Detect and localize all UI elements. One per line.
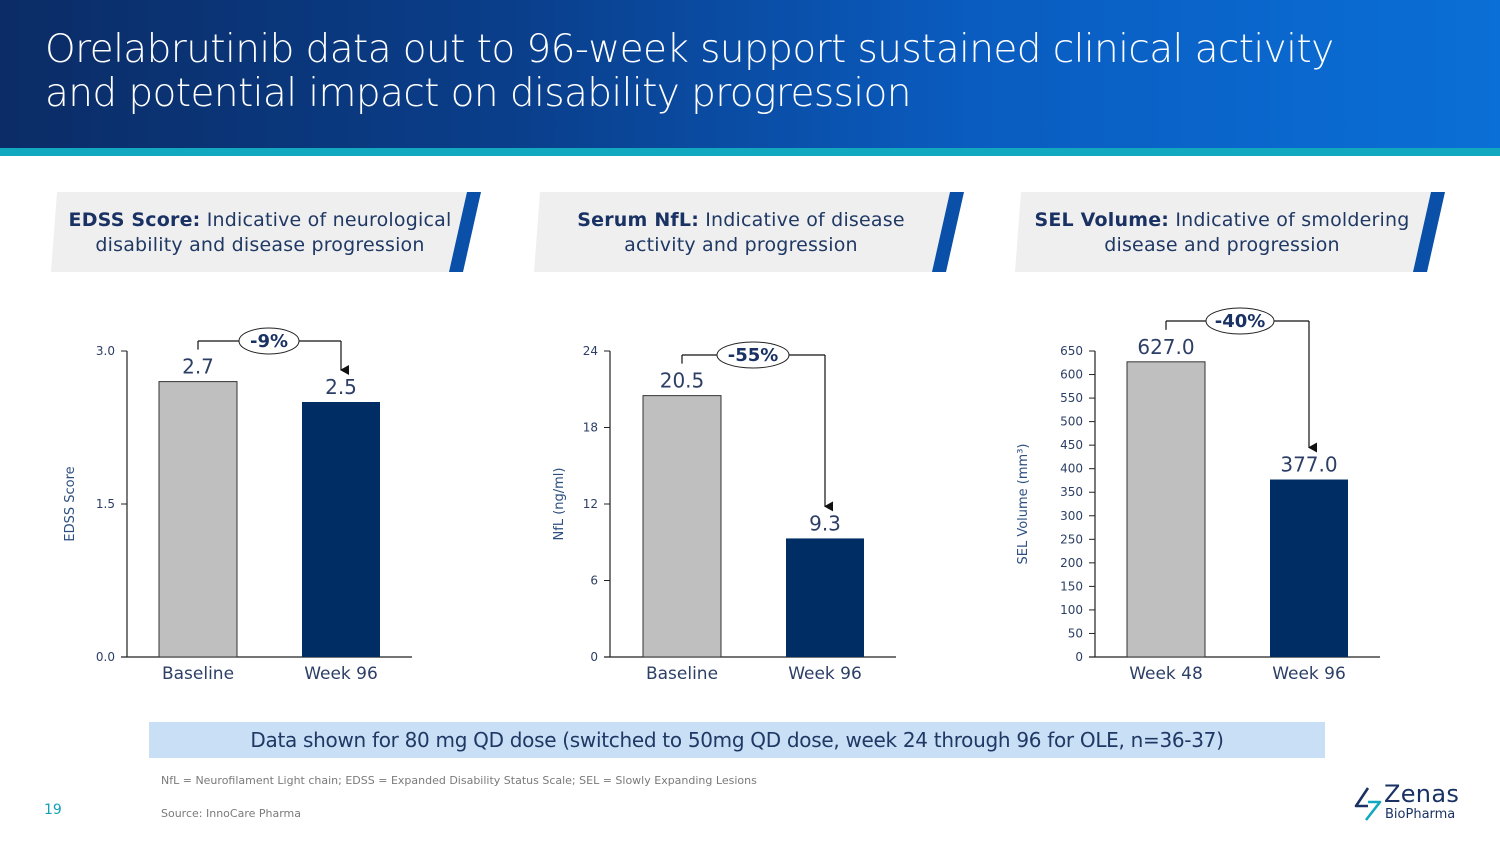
y-axis-title: NfL (ng/ml) (552, 468, 567, 541)
change-badge (716, 341, 790, 369)
y-tick-label: 550 (1060, 391, 1083, 405)
data-label: 20.5 (660, 369, 705, 393)
y-tick-label: 350 (1060, 485, 1083, 499)
banner-sel: SEL Volume: Indicative of smoldering dis… (1015, 192, 1445, 272)
change-badge (238, 327, 300, 355)
bar (1270, 479, 1348, 657)
y-tick-label: 6 (590, 574, 598, 588)
header-accent-strip (0, 148, 1500, 156)
y-tick-label: 100 (1060, 603, 1083, 617)
y-tick-label: 300 (1060, 509, 1083, 523)
lightning-logo-icon (1354, 787, 1382, 821)
data-label: 377.0 (1280, 453, 1337, 477)
banner-desc-line2: disease and progression (1104, 234, 1340, 256)
category-label: Week 48 (1129, 664, 1203, 684)
banner-desc-line1: Indicative of smoldering (1169, 209, 1410, 231)
banner-desc-line1: Indicative of neurological (200, 209, 452, 231)
data-label: 2.7 (182, 355, 214, 379)
y-tick-label: 1.5 (96, 497, 115, 511)
y-tick-label: 0 (1075, 650, 1083, 664)
page-number: 19 (44, 802, 62, 818)
banner-background (51, 192, 481, 272)
y-tick-label: 3.0 (96, 344, 115, 358)
banner-text: EDSS Score: Indicative of neurological d… (51, 208, 469, 258)
banner-edss: EDSS Score: Indicative of neurological d… (51, 192, 481, 272)
logo-subtitle: BioPharma (1385, 807, 1456, 822)
banner-bold-label: Serum NfL: (577, 209, 700, 231)
y-axis-title: EDSS Score (63, 466, 78, 541)
bar (786, 538, 864, 657)
y-tick-label: 0.0 (96, 650, 115, 664)
y-tick-label: 400 (1060, 462, 1083, 476)
y-tick-label: 24 (583, 344, 598, 358)
category-label: Baseline (162, 664, 234, 684)
data-label: 2.5 (325, 375, 357, 399)
slide-header: Orelabrutinib data out to 96-week suppor… (0, 0, 1500, 148)
bar (158, 381, 238, 658)
category-label: Week 96 (1272, 664, 1346, 684)
logo-name: Zenas (1384, 780, 1460, 808)
y-axis-title: SEL Volume (mm³) (1016, 443, 1031, 564)
banner-desc-line1: Indicative of disease (699, 209, 905, 231)
y-tick-label: 18 (583, 421, 598, 435)
category-label: Week 96 (304, 664, 378, 684)
y-tick-label: 250 (1060, 532, 1083, 546)
banner-nfl: Serum NfL: Indicative of disease activit… (534, 192, 964, 272)
bar (642, 395, 722, 658)
y-tick-label: 650 (1060, 344, 1083, 358)
banner-background (534, 192, 964, 272)
bar (1126, 361, 1206, 658)
change-percent-label: -40% (1215, 311, 1266, 332)
category-label: Week 96 (788, 664, 862, 684)
change-percent-label: -55% (728, 345, 779, 366)
banner-desc-line2: activity and progression (624, 234, 858, 256)
change-badge (1205, 307, 1275, 335)
slide-title: Orelabrutinib data out to 96-week suppor… (45, 28, 1465, 116)
y-tick-label: 150 (1060, 579, 1083, 593)
banner-bold-label: SEL Volume: (1034, 209, 1170, 231)
source-footnote: Source: InnoCare Pharma (161, 807, 301, 820)
y-tick-label: 50 (1068, 626, 1083, 640)
y-tick-label: 600 (1060, 368, 1083, 382)
banner-bold-label: EDSS Score: (68, 209, 201, 231)
data-label: 627.0 (1137, 335, 1194, 359)
banner-text: Serum NfL: Indicative of disease activit… (534, 208, 948, 258)
y-tick-label: 12 (583, 497, 598, 511)
data-label: 9.3 (809, 511, 841, 535)
banner-desc-line2: disability and disease progression (95, 234, 425, 256)
category-label: Baseline (646, 664, 718, 684)
change-percent-label: -9% (250, 331, 288, 352)
bar (302, 402, 380, 657)
y-tick-label: 0 (590, 650, 598, 664)
title-line-2: and potential impact on disability progr… (45, 71, 912, 116)
title-line-1: Orelabrutinib data out to 96-week suppor… (45, 27, 1334, 72)
y-tick-label: 450 (1060, 438, 1083, 452)
banner-text: SEL Volume: Indicative of smoldering dis… (1015, 208, 1429, 258)
banner-background (1015, 192, 1445, 272)
company-logo: Zenas BioPharma (1354, 780, 1474, 826)
dose-note: Data shown for 80 mg QD dose (switched t… (149, 722, 1325, 758)
abbreviations-footnote: NfL = Neurofilament Light chain; EDSS = … (161, 774, 757, 787)
y-tick-label: 200 (1060, 556, 1083, 570)
y-tick-label: 500 (1060, 415, 1083, 429)
